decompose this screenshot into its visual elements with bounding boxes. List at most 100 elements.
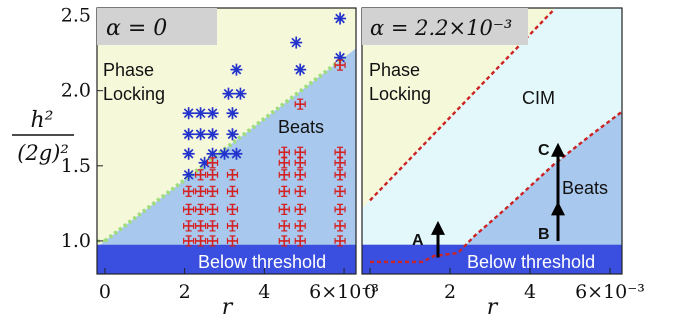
- panel-b-label: α = 2.2×10⁻³: [370, 16, 512, 40]
- beats-point-24: [226, 185, 239, 197]
- beats-point-38: [278, 146, 290, 158]
- locking-point-4: [182, 128, 195, 141]
- beats-point-18: [278, 203, 290, 215]
- beats-point-42: [334, 59, 346, 71]
- beats-point-6: [334, 235, 346, 247]
- panel-b-phase-locking-label-2: Locking: [369, 84, 431, 104]
- beats-point-25: [278, 185, 290, 197]
- locking-point-18: [290, 36, 303, 49]
- locking-point-1: [194, 107, 207, 120]
- panel-b-phase-locking-label-1: Phase: [369, 60, 420, 80]
- panel-a-label: α = 0: [106, 16, 167, 41]
- panel-b-x-axis-label: r: [487, 295, 499, 320]
- locking-point-6: [206, 128, 219, 141]
- panel-alpha-nonzero: 0 2 4 6×10⁻³ α = 2.2×10⁻³ Phase Locking CIM…: [361, 7, 645, 320]
- panel-b-x-tick-label-3: 6×10⁻³: [575, 281, 645, 303]
- panel-a-x-tick-label-2: 4: [258, 281, 270, 303]
- locking-point-10: [218, 147, 231, 160]
- panel-a-below-threshold-region: [97, 244, 356, 274]
- panel-a-x-tick-label-1: 2: [179, 281, 191, 303]
- locking-point-16: [230, 63, 243, 76]
- beats-point-4: [278, 235, 290, 247]
- panel-b-below-label: Below threshold: [467, 252, 595, 272]
- beats-point-9: [206, 220, 219, 232]
- arrow-label-b: B: [538, 226, 550, 243]
- panel-a-x-axis-label: r: [222, 295, 234, 320]
- panel-alpha-zero: 0 2 4 6×10⁻³ 1.0 1.5 2.0 2.5 α = 0 Phase Lockin…: [61, 5, 379, 320]
- panel-a-label-box: [97, 8, 217, 45]
- beats-point-23: [206, 185, 219, 197]
- beats-point-20: [334, 203, 346, 215]
- panel-a-y-tick-label-0: 1.0: [61, 230, 91, 252]
- locking-point-5: [194, 128, 207, 141]
- locking-point-15: [234, 87, 247, 100]
- panel-a-phase-locking-label-1: Phase: [103, 60, 154, 80]
- panel-a-x-tick-label-3: 6×10⁻³: [309, 281, 379, 303]
- beats-point-30: [226, 169, 239, 181]
- beats-point-19: [294, 203, 306, 215]
- beats-point-17: [226, 203, 239, 215]
- beats-point-28: [195, 169, 207, 181]
- panel-a-y-tick-label-2: 2.0: [61, 80, 91, 102]
- arrow-b-head: [551, 201, 565, 216]
- beats-point-12: [294, 220, 306, 232]
- beats-point-5: [294, 235, 306, 247]
- beats-point-13: [334, 220, 346, 232]
- beats-point-16: [206, 203, 219, 215]
- beats-point-31: [278, 169, 290, 181]
- beats-point-22: [195, 185, 207, 197]
- locking-point-13: [182, 168, 195, 181]
- locking-point-7: [226, 128, 239, 141]
- y-axis-label: h² (2g)²: [12, 108, 74, 165]
- y-axis-label-den: (2g)²: [17, 141, 69, 165]
- panel-a-frame: [96, 7, 357, 275]
- beats-point-2: [206, 235, 219, 247]
- panel-a-beats-region: [97, 48, 356, 248]
- panel-a-phase-locking-label-2: Locking: [103, 84, 165, 104]
- beats-point-3: [226, 235, 239, 247]
- panel-a-y-tick-label-3: 2.5: [61, 5, 91, 27]
- panel-b-lower-boundary: [370, 110, 622, 264]
- panel-b-beats-label: Beats: [562, 178, 608, 198]
- locking-point-8: [182, 147, 195, 160]
- beats-point-41: [294, 98, 306, 110]
- panel-b-x-tick-label-2: 4: [524, 281, 536, 303]
- beats-point-40: [334, 146, 346, 158]
- beats-point-11: [278, 220, 290, 232]
- beats-point-8: [195, 220, 207, 232]
- panel-a-y-tick-label-1: 1.5: [61, 155, 91, 177]
- panel-b-x-tick-label-1: 2: [444, 281, 456, 303]
- y-axis-label-num: h²: [31, 108, 54, 133]
- panel-b-below-threshold-region: [362, 244, 622, 274]
- arrow-c-head: [551, 142, 565, 157]
- panel-a-x-tick-label-0: 0: [99, 281, 111, 303]
- beats-point-27: [334, 185, 346, 197]
- panel-b-x-tick-label-0: 0: [364, 281, 376, 303]
- beats-point-32: [294, 169, 306, 181]
- locking-point-19: [334, 12, 347, 25]
- beats-point-10: [226, 220, 239, 232]
- beats-point-26: [294, 185, 306, 197]
- beats-point-14: [183, 203, 195, 215]
- locking-point-3: [226, 107, 239, 120]
- locking-point-14: [222, 87, 235, 100]
- beats-point-29: [206, 169, 219, 181]
- beats-point-0: [183, 235, 195, 247]
- locking-point-2: [206, 107, 219, 120]
- beats-point-34: [206, 157, 219, 169]
- beats-point-7: [183, 220, 195, 232]
- panel-b-cim-label: CIM: [522, 88, 555, 108]
- beats-point-15: [195, 203, 207, 215]
- locking-point-11: [230, 147, 243, 160]
- beats-point-1: [195, 235, 207, 247]
- arrow-a-head: [431, 220, 445, 235]
- arrow-label-a: A: [412, 232, 424, 249]
- panel-a-below-label: Below threshold: [198, 252, 326, 272]
- panel-b-label-box: [362, 8, 528, 45]
- beats-point-21: [183, 185, 195, 197]
- locking-point-17: [294, 63, 307, 76]
- panel-a-beats-label: Beats: [278, 117, 324, 137]
- beats-point-39: [294, 146, 306, 158]
- locking-point-0: [182, 107, 195, 120]
